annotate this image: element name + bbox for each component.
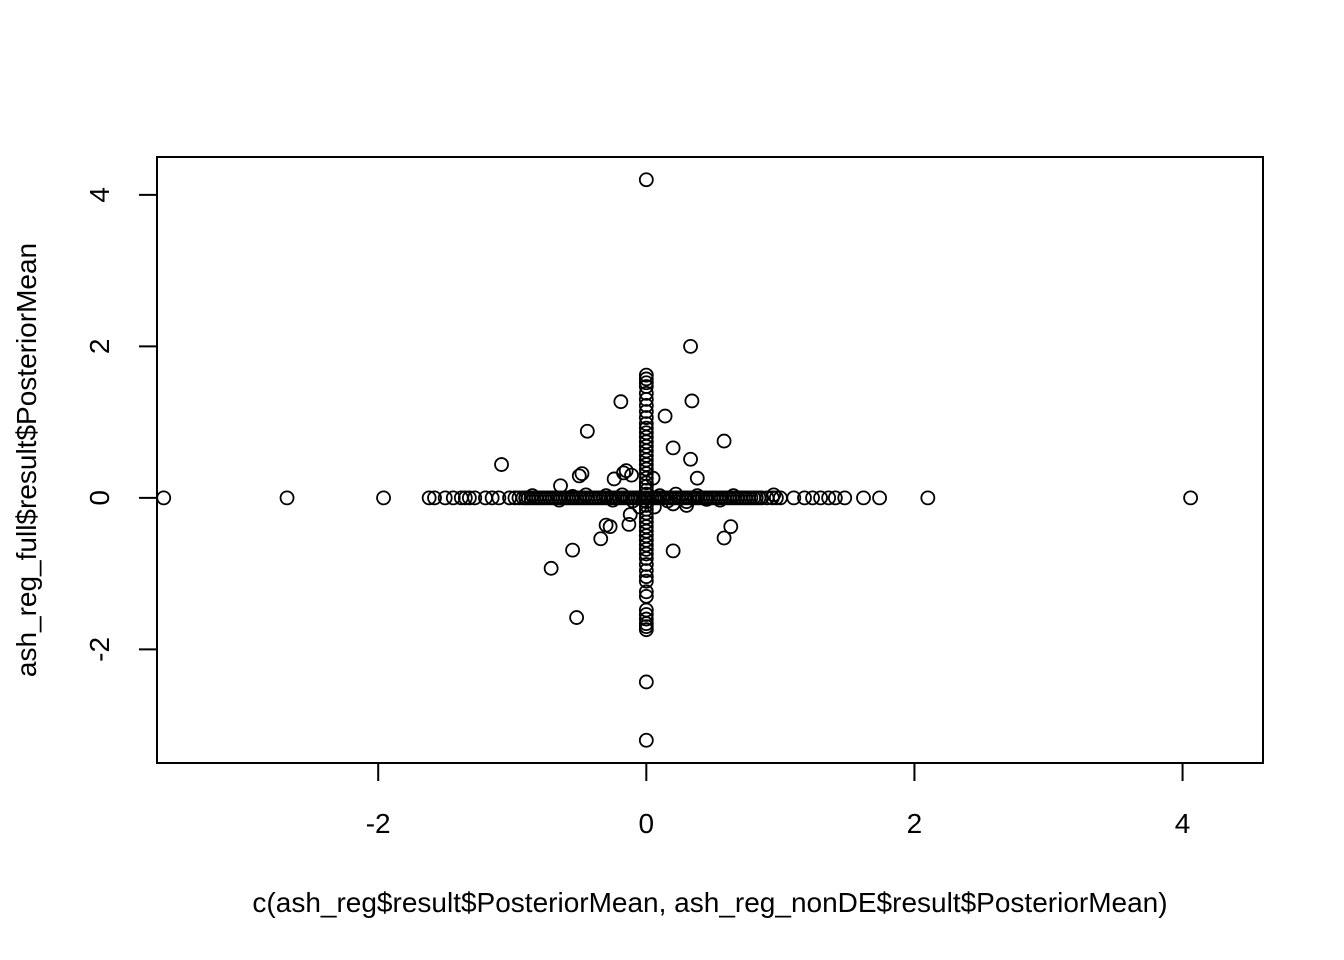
data-point — [668, 486, 684, 502]
data-point — [768, 490, 784, 506]
y-tick-label: 2 — [84, 339, 115, 355]
data-point — [805, 490, 820, 506]
data-point — [638, 541, 654, 557]
data-point — [427, 490, 442, 506]
x-axis-title: c(ash_reg$result$PosteriorMean, ash_reg_… — [252, 887, 1167, 918]
data-point — [376, 490, 391, 506]
x-tick-label: -2 — [366, 808, 391, 839]
data-point — [638, 619, 654, 635]
data-point — [606, 471, 622, 487]
data-point — [638, 371, 654, 387]
data-point — [638, 584, 654, 600]
x-tick-label: 2 — [907, 808, 923, 839]
data-point — [683, 338, 698, 354]
data-point — [551, 492, 567, 508]
data-point — [457, 490, 473, 506]
x-axis: -2 0 2 4 — [366, 762, 1191, 839]
data-point — [624, 467, 639, 483]
data-point — [638, 674, 654, 690]
data-point — [622, 507, 638, 522]
data-point — [571, 468, 587, 484]
data-point — [467, 490, 483, 506]
data-point — [621, 516, 637, 532]
data-point — [632, 499, 648, 515]
data-point — [646, 499, 662, 515]
x-tick-label: 0 — [639, 808, 655, 839]
data-point — [837, 490, 853, 506]
y-axis: -2 0 2 4 — [84, 187, 158, 662]
data-point — [872, 490, 887, 506]
data-point — [638, 563, 654, 578]
y-tick-label: 4 — [84, 187, 115, 203]
data-point — [565, 542, 580, 558]
data-point — [723, 519, 739, 535]
data-point — [437, 490, 453, 506]
data-point — [638, 172, 654, 188]
x-tick-label: 4 — [1175, 808, 1191, 839]
data-point — [638, 486, 654, 502]
data-point — [766, 487, 782, 503]
data-point — [524, 488, 540, 504]
data-point — [613, 394, 629, 410]
data-point — [665, 543, 681, 559]
points-layer — [156, 172, 1199, 748]
data-point — [574, 466, 590, 482]
data-point — [657, 408, 673, 424]
data-point — [1183, 490, 1199, 506]
data-point — [726, 488, 741, 504]
data-point — [602, 519, 618, 535]
data-point — [638, 482, 654, 498]
data-point — [665, 496, 681, 512]
data-point — [813, 490, 828, 506]
data-point — [553, 478, 568, 494]
data-point — [683, 451, 698, 467]
data-point — [699, 491, 715, 507]
y-tick-label: 0 — [84, 490, 115, 506]
data-point — [821, 490, 837, 506]
data-point — [638, 611, 654, 627]
data-point — [716, 530, 732, 546]
data-point — [856, 490, 871, 506]
data-point — [786, 490, 802, 506]
data-point — [156, 490, 172, 506]
data-point — [569, 610, 585, 625]
y-tick-label: -2 — [84, 637, 115, 662]
data-point — [638, 732, 654, 748]
data-point — [645, 470, 661, 486]
data-point — [716, 433, 732, 449]
data-point — [638, 546, 654, 562]
data-point — [827, 490, 843, 506]
data-point — [279, 490, 295, 506]
data-point — [638, 622, 654, 638]
data-point — [579, 423, 595, 439]
data-point — [684, 393, 700, 409]
data-point — [491, 490, 507, 506]
data-point — [638, 375, 654, 391]
data-point — [638, 569, 654, 585]
data-point — [484, 490, 500, 506]
data-point — [461, 490, 477, 506]
data-point — [689, 488, 705, 504]
data-point — [445, 490, 461, 506]
data-point — [638, 367, 654, 383]
plot-frame — [156, 156, 1264, 764]
data-point — [494, 457, 509, 472]
data-point — [689, 470, 705, 486]
data-point — [638, 573, 654, 589]
data-point — [543, 560, 559, 576]
data-point — [797, 490, 812, 506]
y-axis-title: ash_reg_full$result$PosteriorMean — [11, 243, 42, 677]
data-point — [920, 490, 936, 506]
data-point — [665, 440, 681, 456]
data-point — [578, 487, 594, 503]
data-point — [593, 531, 609, 547]
data-point — [638, 410, 654, 425]
data-point — [421, 490, 437, 506]
